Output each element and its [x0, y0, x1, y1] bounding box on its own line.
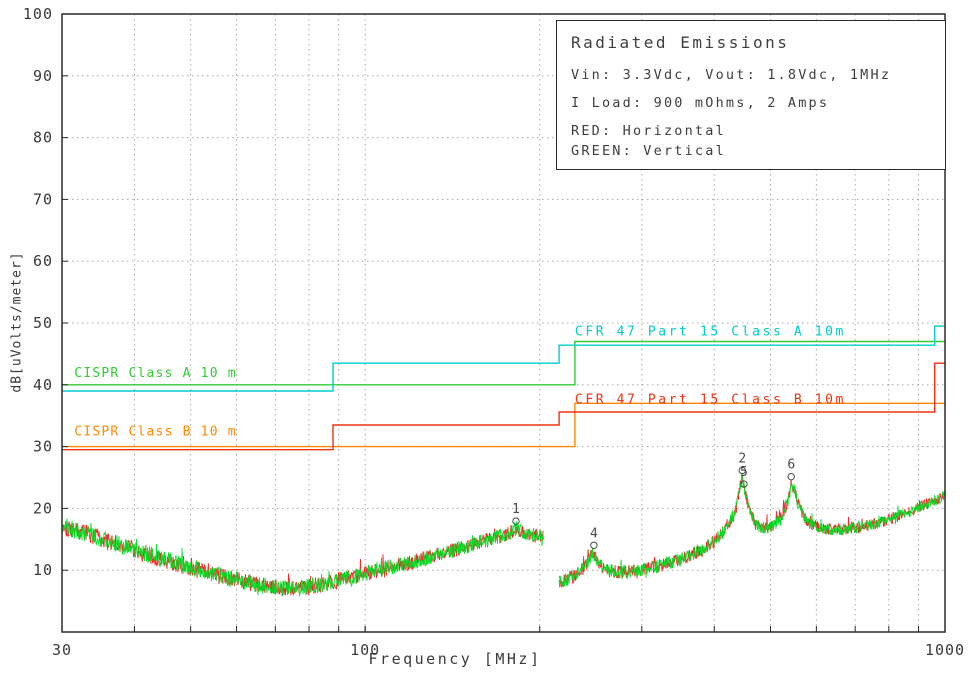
peak-marker-6	[787, 472, 795, 481]
info-box-red-legend: RED: Horizontal	[571, 123, 726, 139]
peak-label-4: 4	[590, 526, 598, 541]
peak-label-6: 6	[787, 458, 795, 473]
y-tick-label: 10	[33, 561, 53, 579]
limit-line-cispr-class-a	[62, 340, 945, 386]
tick-labels: 10 20 30 40 50 60 70 80 90 100 30 100 1000	[23, 5, 965, 659]
info-box-load: I Load: 900 mOhms, 2 Amps	[571, 95, 830, 111]
info-box-title: Radiated Emissions	[571, 33, 790, 52]
x-tick-label: 100	[350, 641, 380, 659]
y-tick-label: 30	[33, 438, 53, 456]
peak-marker-1	[512, 517, 520, 525]
axis-ticks	[61, 13, 946, 632]
y-tick-label: 20	[33, 499, 53, 517]
y-tick-label: 100	[23, 5, 53, 23]
peak-markers: 1 4 25 6	[512, 452, 795, 549]
info-box-green-legend: GREEN: Vertical	[571, 143, 726, 159]
info-box-vin-vout: Vin: 3.3Vdc, Vout: 1.8Vdc, 1MHz	[571, 67, 892, 83]
peak-label-5: 5	[740, 465, 748, 480]
limit-lines: CISPR Class A 10 m CISPR Class B 10 m CFR …	[62, 324, 945, 451]
traces	[61, 473, 946, 597]
peak-marker-2	[738, 466, 746, 475]
limit-label-cfr-47-part-15-class-b: CFR 47 Part 15 Class B 10m	[575, 392, 846, 407]
y-axis-label: dB[uVolts/meter]	[9, 251, 25, 393]
y-tick-label: 40	[33, 376, 53, 394]
limit-label-cispr-class-a: CISPR Class A 10 m	[74, 366, 236, 381]
peak-label-1: 1	[512, 502, 520, 517]
x-tick-label: 30	[52, 641, 72, 659]
limit-line-cfr-47-part-15-class-b	[62, 362, 945, 451]
peak-marker-5	[740, 480, 748, 488]
peak-label-2: 2	[738, 452, 746, 467]
y-tick-label: 90	[33, 67, 53, 85]
y-tick-label: 70	[33, 190, 53, 208]
y-tick-label: 80	[33, 129, 53, 147]
x-tick-label: 1000	[925, 641, 965, 659]
y-tick-label: 50	[33, 314, 53, 332]
y-tick-label: 60	[33, 252, 53, 270]
limit-line-cfr-47-part-15-class-a	[62, 325, 945, 392]
info-box: Radiated Emissions Vin: 3.3Vdc, Vout: 1.…	[556, 20, 946, 170]
peak-marker-4	[590, 541, 598, 549]
limit-label-cfr-47-part-15-class-a: CFR 47 Part 15 Class A 10m	[575, 324, 846, 339]
limit-label-cispr-class-b: CISPR Class B 10 m	[74, 425, 236, 440]
x-axis-label: Frequency [MHz]	[368, 650, 542, 668]
trace-vertical	[61, 473, 946, 597]
limit-line-cispr-class-b	[62, 402, 945, 448]
